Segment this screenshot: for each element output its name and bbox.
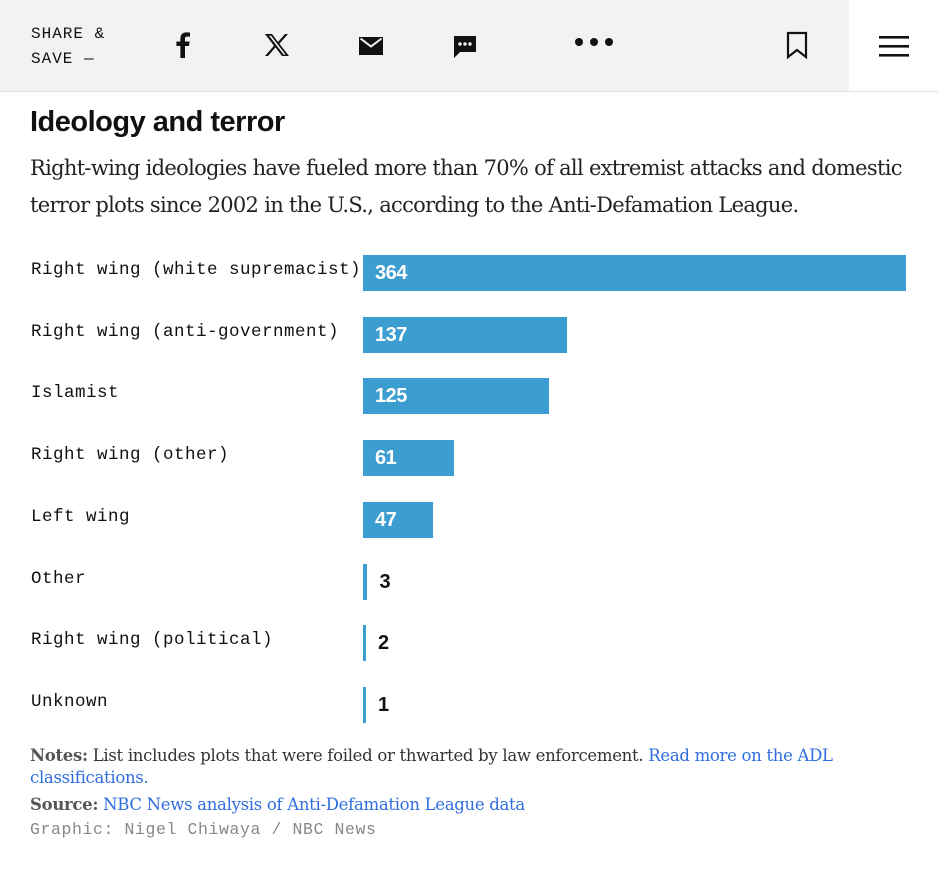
email-icon[interactable] (356, 32, 386, 60)
value-label: 3 (379, 570, 391, 593)
value-label: 47 (375, 508, 397, 531)
value-label: 1 (378, 693, 389, 716)
bar (363, 440, 454, 477)
category-label: Other (31, 568, 87, 589)
notes-label: Notes: (30, 746, 88, 765)
more-icon[interactable] (572, 30, 616, 54)
value-label: 2 (378, 632, 389, 655)
bar (363, 378, 550, 415)
bar (363, 501, 434, 538)
category-label: Unknown (31, 691, 109, 712)
adl-classifications-link[interactable]: Read more on the ADL classifications. (30, 746, 833, 787)
chart-dek: Right-wing ideologies have fueled more t… (30, 156, 902, 217)
value-label: 364 (375, 262, 407, 284)
bar (363, 255, 906, 291)
sms-icon[interactable] (450, 32, 480, 62)
value-label: 137 (375, 323, 407, 346)
share-toolbar: SHARE & SAVE — (0, 0, 938, 92)
value-label: 125 (375, 385, 407, 408)
graphic-credit: Graphic: Nigel Chiwaya / NBC News (30, 820, 377, 839)
chart-notes: Notes: List includes plots that were foi… (30, 745, 890, 789)
bar-chart: Right wing (white supremacist) 364 Right w… (0, 240, 938, 730)
value-label: 61 (375, 447, 397, 470)
category-label: Left wing (31, 506, 131, 527)
category-label: Right wing (political) (31, 630, 274, 651)
facebook-icon[interactable] (168, 28, 198, 62)
share-label-line2: SAVE — (31, 50, 95, 68)
menu-icon[interactable] (849, 0, 938, 91)
source-link[interactable]: NBC News analysis of Anti-Defamation Lea… (103, 795, 525, 814)
share-label-line1: SHARE & (31, 25, 106, 43)
chart-source: Source: NBC News analysis of Anti-Defama… (30, 794, 525, 816)
bar (363, 316, 568, 353)
category-label: Islamist (31, 383, 120, 404)
chart-headline: Ideology and terror (30, 106, 285, 138)
bookmark-icon[interactable] (782, 30, 812, 60)
bar (363, 563, 368, 600)
category-label: Right wing (anti-government) (31, 321, 340, 342)
notes-text: List includes plots that were foiled or … (92, 746, 644, 765)
bar (363, 686, 366, 723)
x-icon[interactable] (262, 30, 292, 60)
category-label: Right wing (white supremacist) (31, 260, 362, 280)
share-save-label: SHARE & SAVE — (31, 22, 121, 72)
bar (363, 625, 366, 662)
source-label: Source: (30, 795, 99, 814)
category-label: Right wing (other) (31, 445, 230, 466)
